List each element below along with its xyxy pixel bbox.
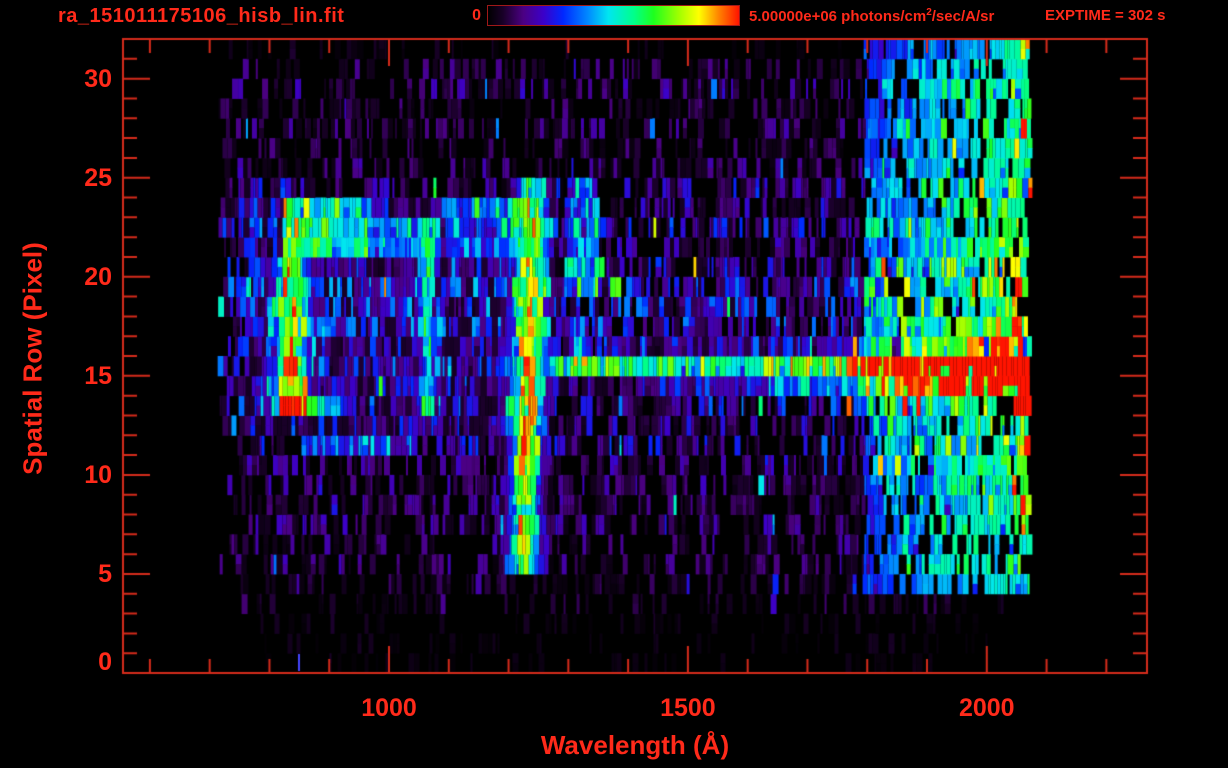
x-tick-label: 1000: [361, 694, 417, 722]
y-tick-label: 0: [98, 648, 112, 676]
x-tick-label: 2000: [958, 694, 1015, 722]
y-tick-label: 5: [98, 559, 112, 588]
y-tick-label: 10: [84, 460, 112, 489]
x-axis-title: Wavelength (Å): [540, 730, 730, 760]
y-tick-label: 30: [84, 64, 112, 93]
x-tick-label: 1500: [660, 694, 716, 722]
y-tick-label: 20: [84, 262, 112, 291]
y-tick-label: 25: [84, 163, 112, 192]
y-axis-title: Spatial Row (Pixel): [17, 242, 48, 475]
y-tick-label: 15: [84, 361, 112, 390]
spectral-heatmap-canvas: [123, 39, 1147, 673]
